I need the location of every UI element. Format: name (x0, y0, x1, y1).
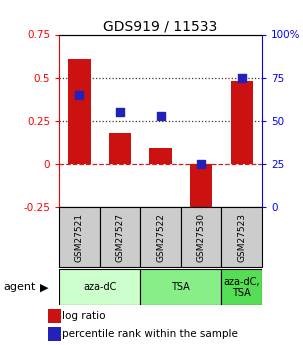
Text: GSM27527: GSM27527 (115, 213, 125, 262)
Point (118, 109, 122, 115)
Bar (140, 269, 221, 305)
Bar (68, 59, 91, 164)
Bar (181, 207, 221, 267)
Bar (140, 207, 181, 267)
Text: GSM27521: GSM27521 (75, 213, 84, 262)
Bar (100, 207, 140, 267)
Text: GSM27530: GSM27530 (197, 213, 206, 262)
Bar (221, 269, 262, 305)
Text: GSM27522: GSM27522 (156, 213, 165, 262)
Text: ▶: ▶ (40, 282, 48, 292)
Point (77, 92, 82, 98)
Bar (109, 133, 131, 164)
Bar (48, 309, 61, 323)
Bar (48, 327, 61, 342)
Bar (149, 148, 172, 164)
Title: GDS919 / 11533: GDS919 / 11533 (103, 19, 218, 33)
Text: TSA: TSA (171, 282, 190, 292)
Text: aza-dC,
TSA: aza-dC, TSA (224, 277, 260, 298)
Bar (190, 164, 212, 212)
Bar (59, 207, 100, 267)
Text: log ratio: log ratio (62, 311, 106, 321)
Text: agent: agent (3, 282, 35, 292)
Text: aza-dC: aza-dC (83, 282, 116, 292)
Point (199, 161, 204, 167)
Bar (221, 207, 262, 267)
Bar (59, 269, 140, 305)
Point (158, 113, 163, 118)
Point (239, 75, 244, 80)
Text: GSM27523: GSM27523 (237, 213, 246, 262)
Text: percentile rank within the sample: percentile rank within the sample (62, 329, 238, 339)
Bar (231, 81, 253, 164)
